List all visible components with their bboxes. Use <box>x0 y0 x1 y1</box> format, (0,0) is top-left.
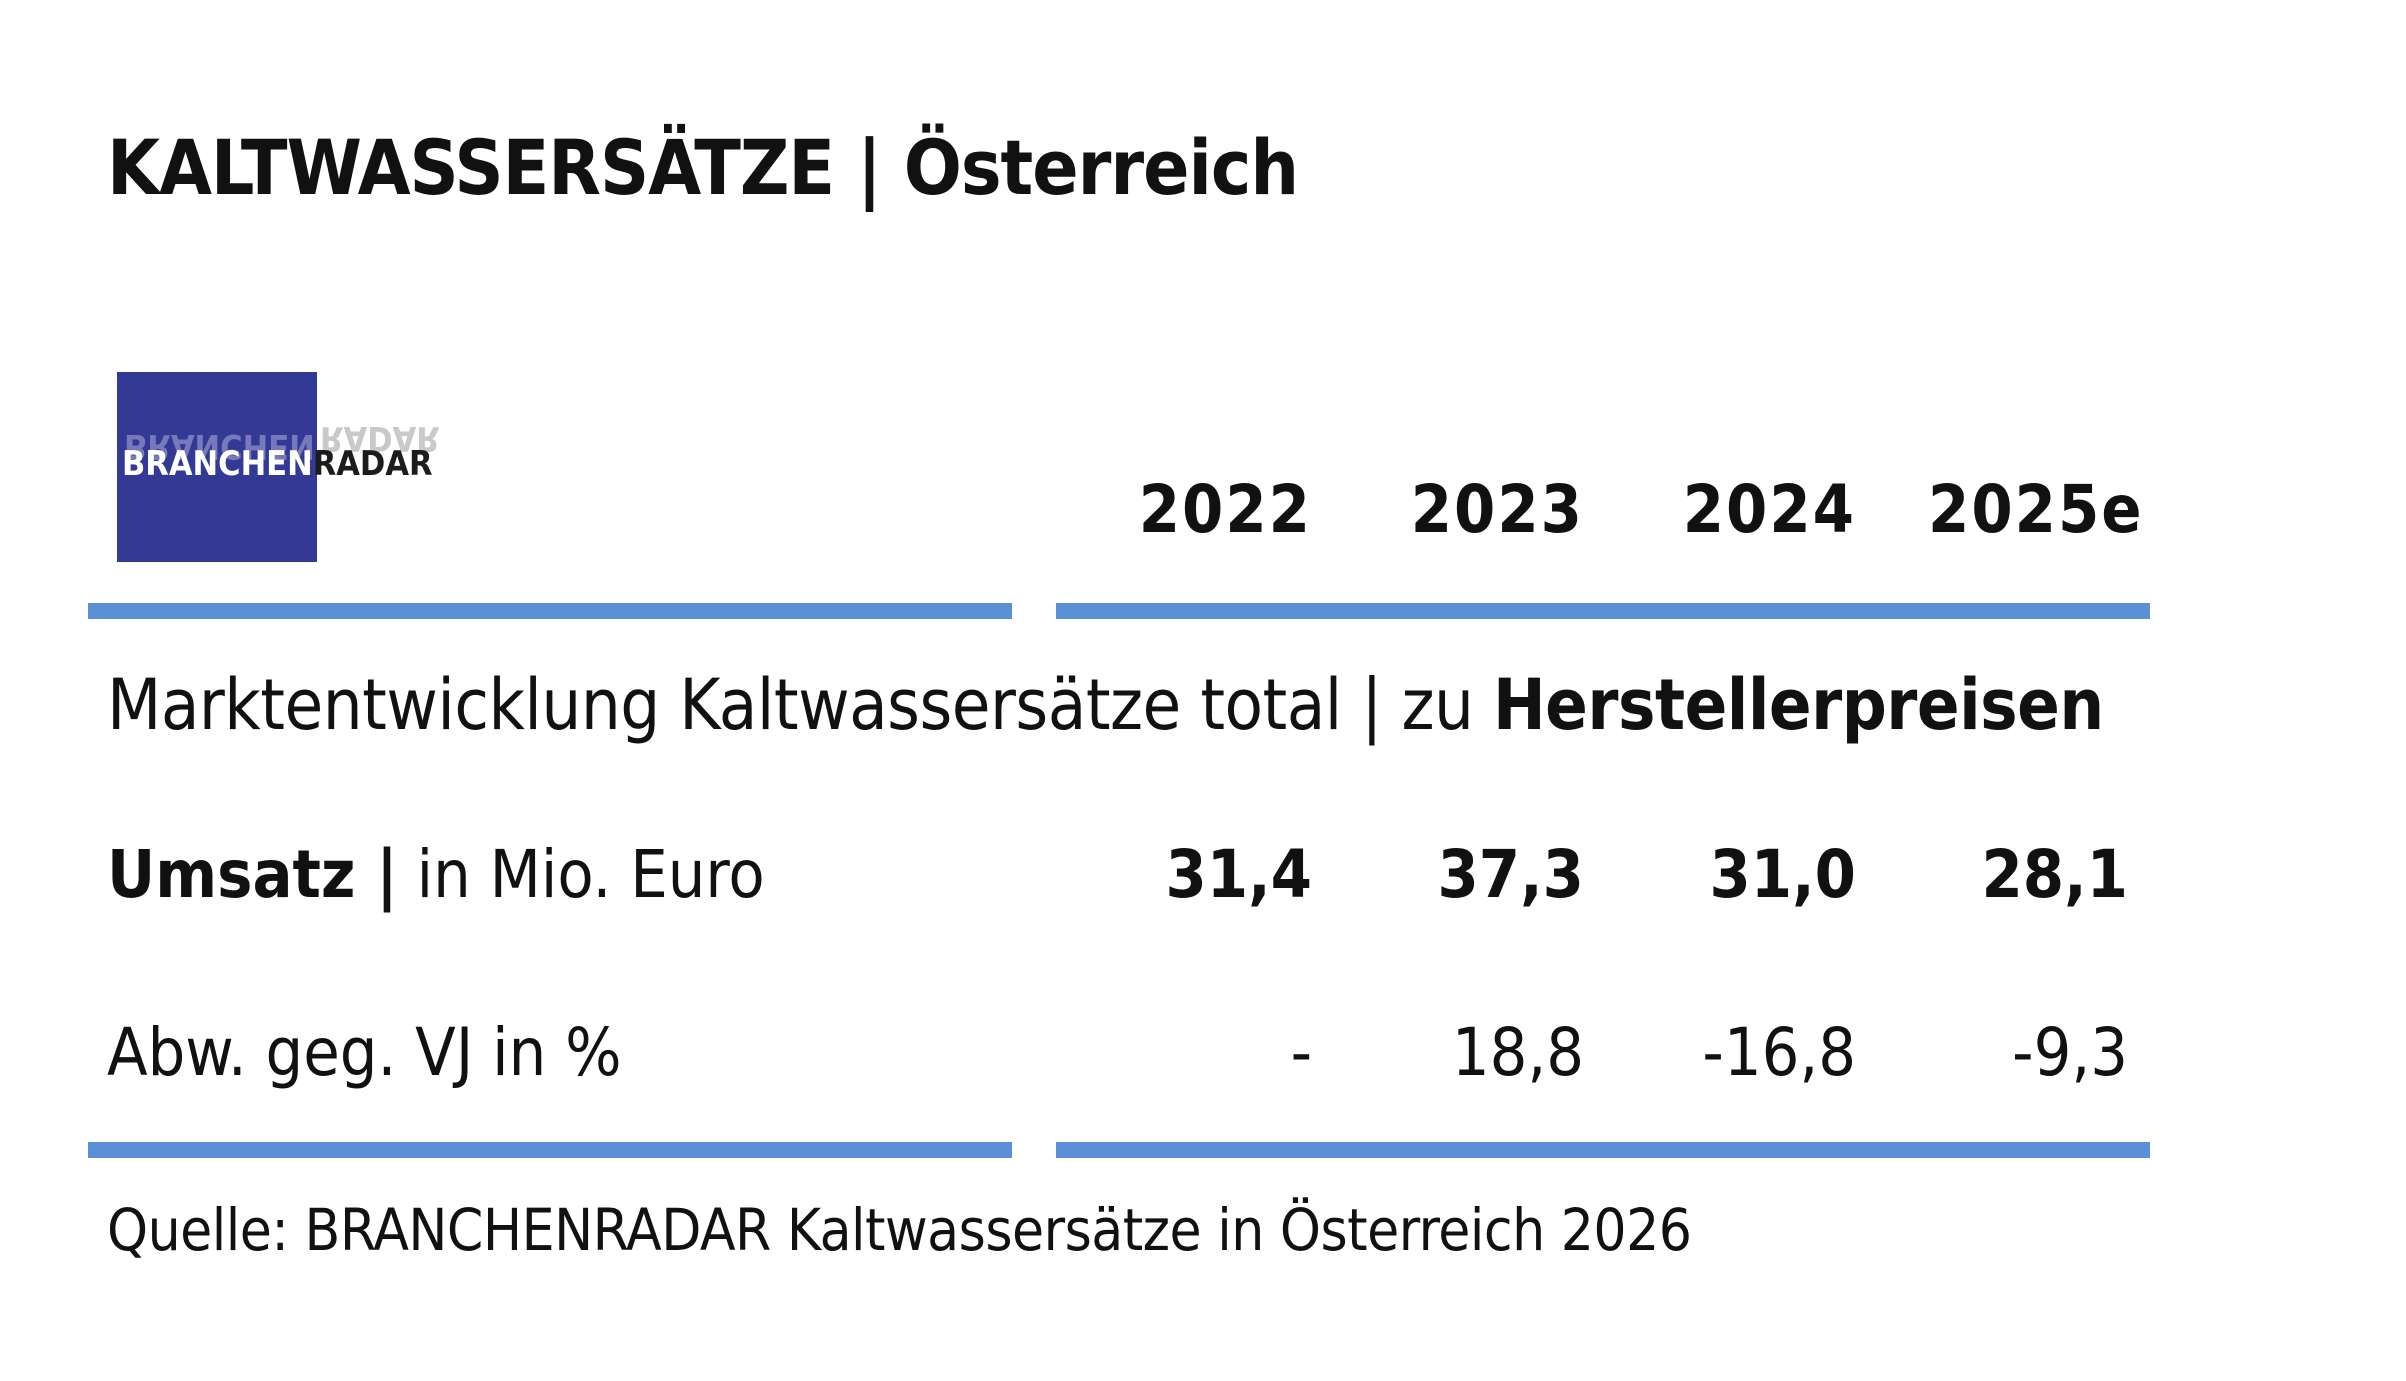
cell-umsatz-2022: 31,4 <box>1165 836 1312 913</box>
column-header-2023: 2023 <box>1410 471 1584 548</box>
cell-umsatz-2024: 31,0 <box>1709 836 1856 913</box>
bottom-rule-left <box>88 1142 1012 1158</box>
bottom-rule-right <box>1056 1142 2150 1158</box>
cell-abw-2023: 18,8 <box>1451 1014 1584 1091</box>
cell-abw-2022: - <box>1290 1014 1312 1091</box>
logo-text: BRANCHENRADAR <box>122 444 433 484</box>
source-note: Quelle: BRANCHENRADAR Kaltwassersätze in… <box>107 1196 1692 1264</box>
branchenradar-logo <box>117 372 317 562</box>
cell-abw-2024: -16,8 <box>1702 1014 1856 1091</box>
cell-umsatz-2025e: 28,1 <box>1981 836 2128 913</box>
column-header-2024: 2024 <box>1682 471 1856 548</box>
section-title-normal: Marktentwicklung Kaltwassersätze total |… <box>107 664 1493 746</box>
logo-text-left: BRANCHEN <box>122 444 313 484</box>
row-label-umsatz: Umsatz | in Mio. Euro <box>107 830 765 920</box>
cell-abw-2025e: -9,3 <box>2012 1014 2128 1091</box>
cell-umsatz-2023: 37,3 <box>1437 836 1584 913</box>
logo-text-right: RADAR <box>312 444 433 484</box>
top-rule-right <box>1056 603 2150 619</box>
row-label-abweichung-text: Abw. geg. VJ in % <box>107 1014 622 1091</box>
row-label-umsatz-unit: in Mio. Euro <box>397 836 765 913</box>
section-title: Marktentwicklung Kaltwassersätze total |… <box>107 660 2104 750</box>
section-title-bold: Herstellerpreisen <box>1492 664 2104 746</box>
column-header-2025e: 2025e <box>1928 471 2144 548</box>
row-label-abweichung: Abw. geg. VJ in % <box>107 1008 622 1098</box>
page-title: KALTWASSERSÄTZE | Österreich <box>107 123 1299 212</box>
column-header-2022: 2022 <box>1138 471 1312 548</box>
top-rule-left <box>88 603 1012 619</box>
row-label-umsatz-bold: Umsatz | <box>107 836 398 913</box>
